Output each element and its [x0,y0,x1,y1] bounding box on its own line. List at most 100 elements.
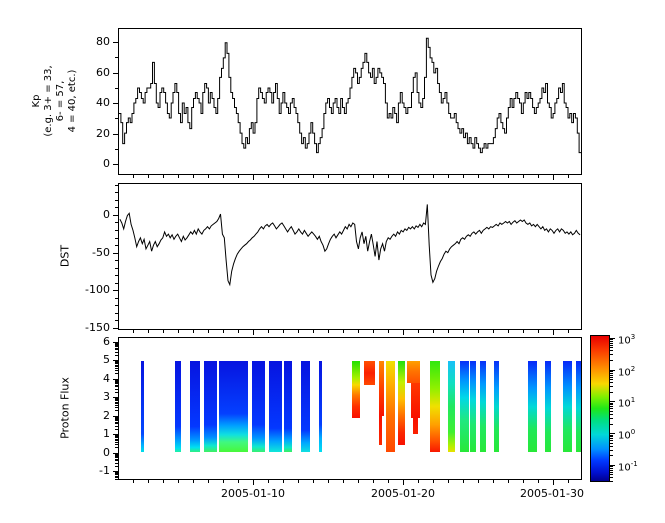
y-minor-tick [115,260,118,261]
xtick-label-jan20: 2005-01-20 [371,487,435,500]
y-minor-tick [115,419,118,420]
colorbar-minor-tick [610,345,613,346]
y-major-tick [113,360,118,361]
y-minor-tick [115,423,118,424]
y-tick-label: 5 [103,353,110,366]
y-minor-tick [115,355,118,356]
y-minor-tick [115,283,118,284]
y-tick-label: -50 [92,246,110,259]
y-minor-tick [115,185,118,186]
y-minor-tick [115,444,118,445]
y-minor-tick [115,460,118,461]
y-minor-tick [115,440,118,441]
y-minor-tick [115,477,118,478]
x-minor-tick [448,480,449,483]
y-minor-tick [115,200,118,201]
y-minor-tick [115,366,118,367]
y-major-tick [113,397,118,398]
colorbar-minor-tick [610,386,613,387]
colorbar-minor-tick [610,455,613,456]
flux-stripe [379,415,382,446]
colorbar-minor-tick [610,377,613,378]
kp-ylabel-line1: Kp [31,94,42,108]
y-minor-tick [115,305,118,306]
x-minor-tick [268,175,269,178]
y-minor-tick [115,386,118,387]
x-minor-tick [478,175,479,178]
y-minor-tick [115,399,118,400]
x-minor-tick [328,480,329,483]
colorbar-minor-tick [610,436,613,437]
flux-stripe [351,361,360,418]
x-minor-tick [568,480,569,483]
y-minor-tick [115,268,118,269]
x-minor-tick [343,480,344,483]
x-minor-tick [493,330,494,333]
x-minor-tick [463,175,464,178]
y-minor-tick [115,398,118,399]
y-major-tick [113,42,118,43]
colorbar-major-tick [610,338,615,339]
x-minor-tick [193,480,194,483]
x-minor-tick [493,480,494,483]
flux-stripe [301,361,310,453]
x-minor-tick [568,175,569,178]
y-minor-tick [115,368,118,369]
colorbar-minor-tick [610,424,613,425]
y-minor-tick [115,313,118,314]
y-minor-tick [115,389,118,390]
y-minor-tick [115,479,118,480]
flux-stripe [269,361,282,453]
x-minor-tick [238,480,239,483]
colorbar-minor-tick [610,403,613,404]
x-minor-tick [133,175,134,178]
colorbar-tick-label: 102 [618,365,636,379]
y-tick-label: 20 [96,127,110,140]
y-minor-tick [115,402,118,403]
proton-flux-panel [118,337,582,480]
y-minor-tick [115,381,118,382]
x-minor-tick [343,330,344,333]
y-minor-tick [115,429,118,430]
colorbar-minor-tick [610,392,613,393]
xtick-label-jan30: 2005-01-30 [520,487,584,500]
colorbar-minor-tick [610,406,613,407]
x-minor-tick [463,480,464,483]
y-minor-tick [115,385,118,386]
y-minor-tick [115,348,118,349]
flux-stripe [379,361,385,416]
y-minor-tick [115,426,118,427]
colorbar-minor-tick [610,474,613,475]
colorbar-minor-tick [610,450,613,451]
x-major-tick [553,480,554,485]
colorbar-minor-tick [610,470,613,471]
x-minor-tick [508,175,509,178]
x-minor-tick [358,330,359,333]
y-minor-tick [115,373,118,374]
y-minor-tick [115,437,118,438]
x-minor-tick [163,480,164,483]
x-minor-tick [418,480,419,483]
colorbar-minor-tick [610,414,613,415]
x-minor-tick [193,330,194,333]
y-minor-tick [115,57,118,58]
x-minor-tick [223,330,224,333]
x-minor-tick [313,480,314,483]
y-minor-tick [115,439,118,440]
x-minor-tick [418,330,419,333]
y-minor-tick [115,442,118,443]
y-minor-tick [115,222,118,223]
colorbar-minor-tick [610,343,613,344]
colorbar-minor-tick [610,371,613,372]
x-minor-tick [298,175,299,178]
x-minor-tick [298,480,299,483]
y-major-tick [113,103,118,104]
x-minor-tick [148,175,149,178]
x-minor-tick [478,480,479,483]
dst-line-plot [119,204,581,287]
kp-panel [118,28,582,175]
flux-stripe [175,361,181,453]
colorbar-minor-tick [610,354,613,355]
x-minor-tick [238,330,239,333]
